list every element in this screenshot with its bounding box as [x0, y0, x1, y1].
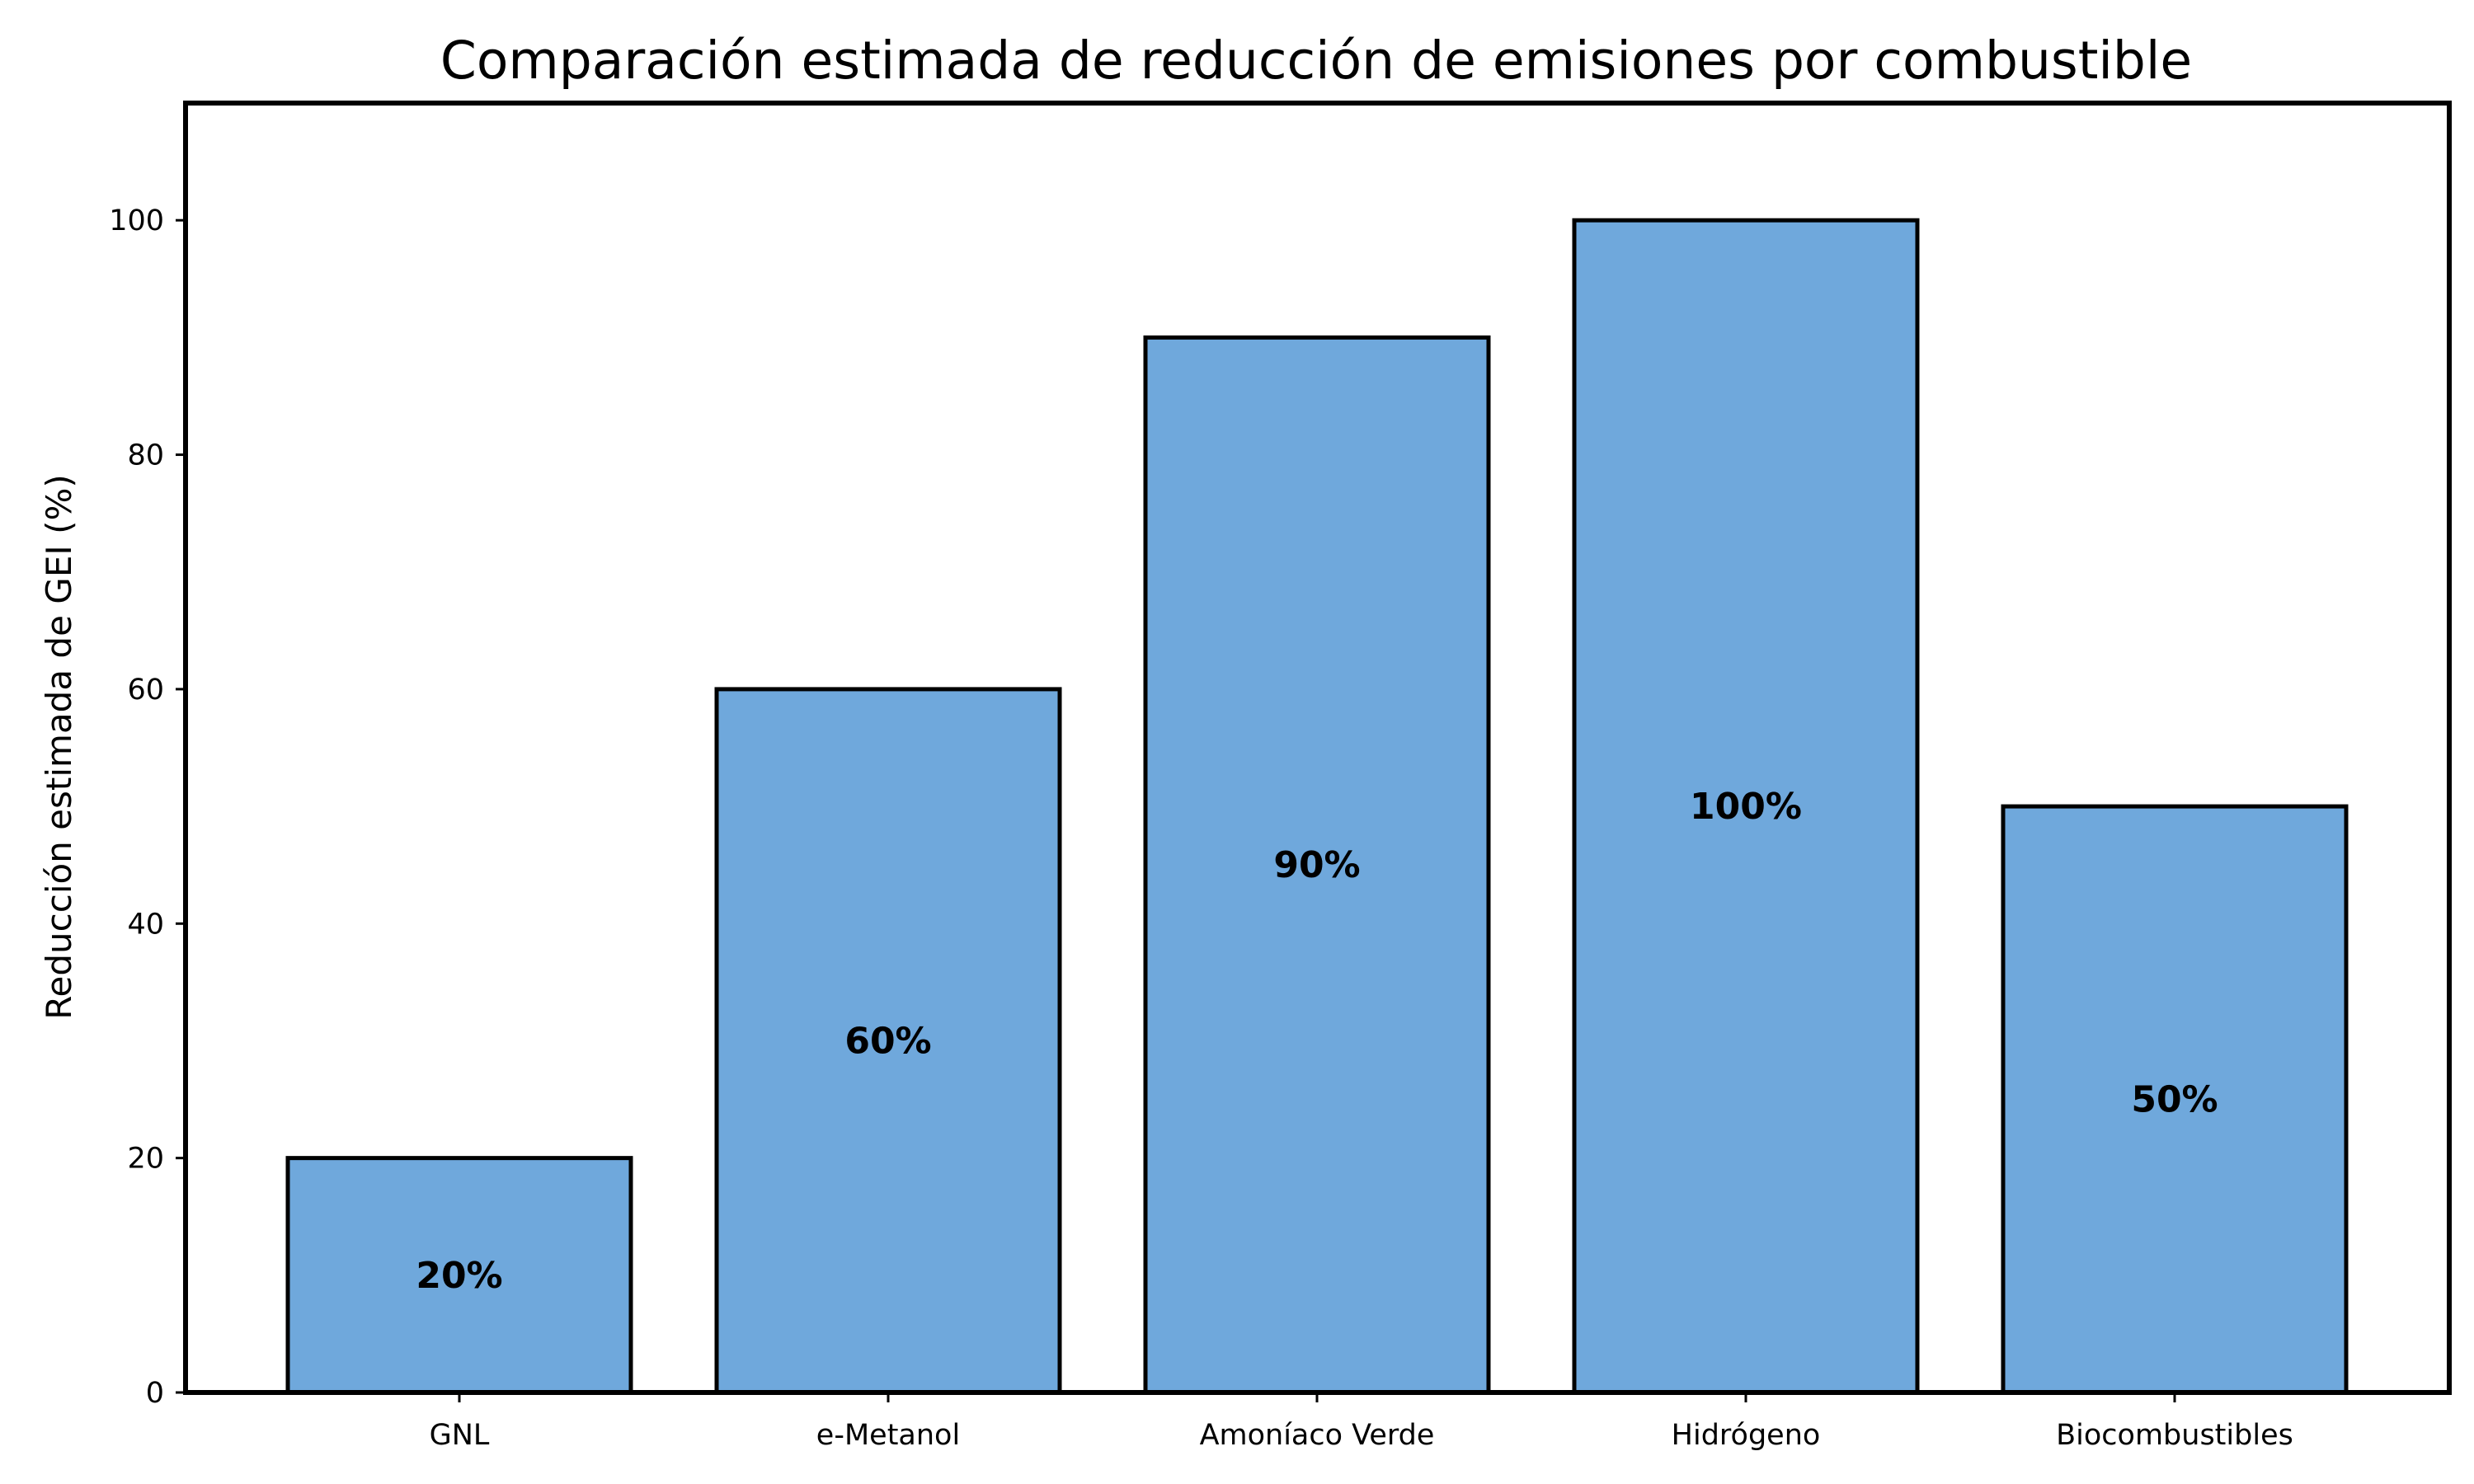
data-label-2: 90%	[1273, 844, 1360, 886]
bar-3	[1572, 218, 1920, 1395]
data-label-0: 20%	[416, 1255, 502, 1297]
x-tick-label-1: e-Metanol	[816, 1419, 960, 1452]
y-tick-label-5: 100	[109, 204, 164, 237]
bars-layer	[285, 218, 2349, 1395]
bar-1	[714, 687, 1062, 1395]
data-label-1: 60%	[844, 1020, 931, 1062]
data-label-4: 50%	[2131, 1079, 2218, 1121]
data-label-3: 100%	[1690, 786, 1802, 828]
y-axis-label: Reducción estimada de GEI (%)	[39, 474, 79, 1020]
y-tick-label-4: 80	[127, 439, 164, 472]
x-axis: GNL e-Metanol Amoníaco Verde Hidrógeno Bioco…	[430, 1392, 2293, 1452]
y-axis: 0 20 40 60 80 100	[109, 204, 186, 1410]
data-labels-layer: 20% 60% 90% 100% 50%	[416, 786, 2218, 1297]
x-tick-label-2: Amoníaco Verde	[1200, 1419, 1435, 1452]
y-tick-label-3: 60	[127, 674, 164, 707]
bar-0	[285, 1156, 633, 1395]
y-tick-label-2: 40	[127, 908, 164, 941]
chart-title: Comparación estimada de reducción de emi…	[440, 31, 2192, 91]
x-tick-label-0: GNL	[430, 1419, 490, 1452]
y-tick-label-1: 20	[127, 1143, 164, 1176]
bar-4	[2001, 804, 2349, 1395]
x-tick-label-3: Hidrógeno	[1672, 1419, 1821, 1452]
x-tick-label-4: Biocombustibles	[2056, 1419, 2293, 1452]
plot-frame	[183, 101, 2452, 1395]
y-tick-label-0: 0	[146, 1377, 164, 1410]
bar-2	[1143, 335, 1491, 1395]
